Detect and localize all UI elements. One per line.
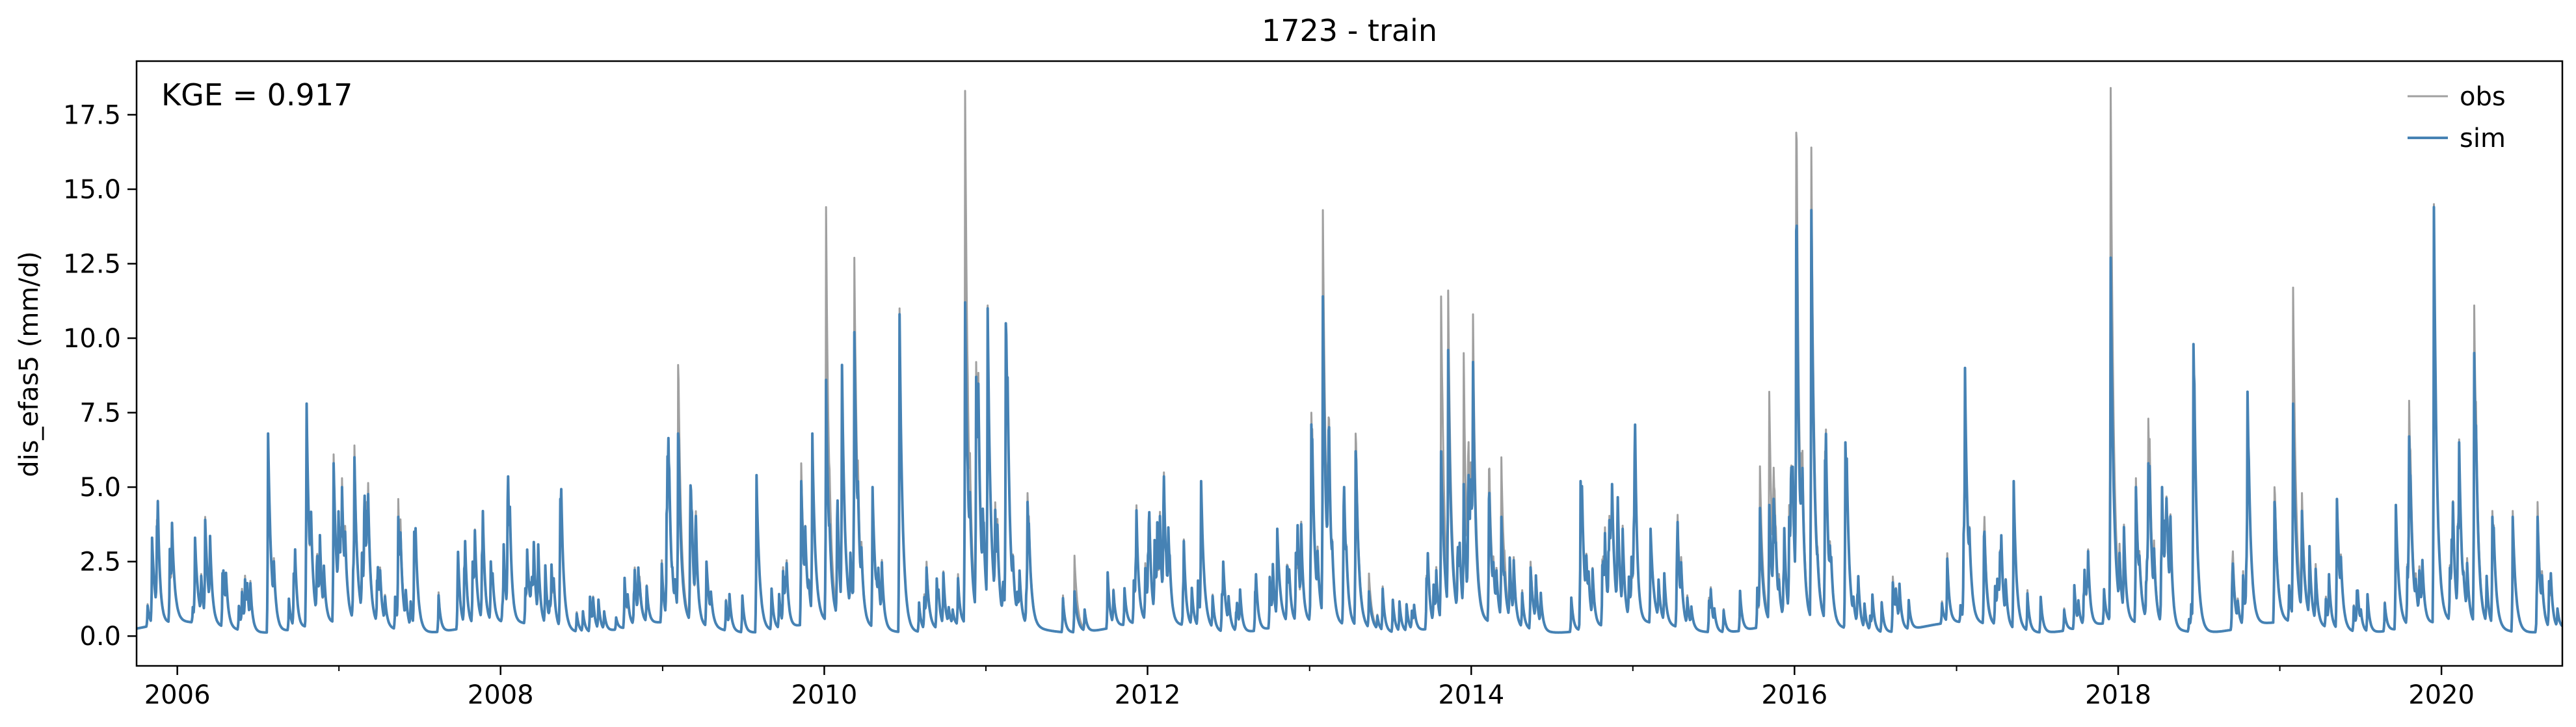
y-tick-label: 15.0 (63, 175, 121, 205)
y-tick-label: 17.5 (63, 100, 121, 130)
x-tick-label: 2006 (144, 680, 211, 710)
kge-annotation: KGE = 0.917 (161, 77, 352, 112)
legend-label-obs: obs (2460, 82, 2506, 112)
chart-title: 1723 - train (1262, 13, 1437, 48)
y-axis-label: dis_efas5 (mm/d) (14, 251, 44, 477)
plot-series (137, 86, 2562, 634)
legend: obs sim (2408, 82, 2506, 153)
x-tick-label: 2010 (791, 680, 858, 710)
y-tick-label: 2.5 (79, 548, 121, 577)
y-tick-label: 0.0 (79, 622, 121, 652)
y-tick-label: 7.5 (79, 399, 121, 429)
x-tick-label: 2014 (1438, 680, 1504, 710)
x-tick-label: 2018 (2085, 680, 2151, 710)
legend-label-sim: sim (2460, 124, 2506, 153)
y-tick-label: 12.5 (63, 250, 121, 280)
series-sim-line (137, 205, 2562, 634)
y-tick-label: 5.0 (79, 473, 121, 503)
x-tick-label: 2012 (1115, 680, 1181, 710)
x-tick-label: 2020 (2408, 680, 2475, 710)
y-axis: 0.0 2.5 5.0 7.5 10.0 12.5 15.0 17.5 (63, 100, 137, 652)
x-axis: 2006 2008 2010 2012 2014 2016 2018 2020 (144, 666, 2475, 710)
x-tick-label: 2016 (1761, 680, 1827, 710)
plot-frame (135, 60, 2564, 667)
y-tick-label: 10.0 (63, 324, 121, 354)
x-tick-label: 2008 (468, 680, 534, 710)
